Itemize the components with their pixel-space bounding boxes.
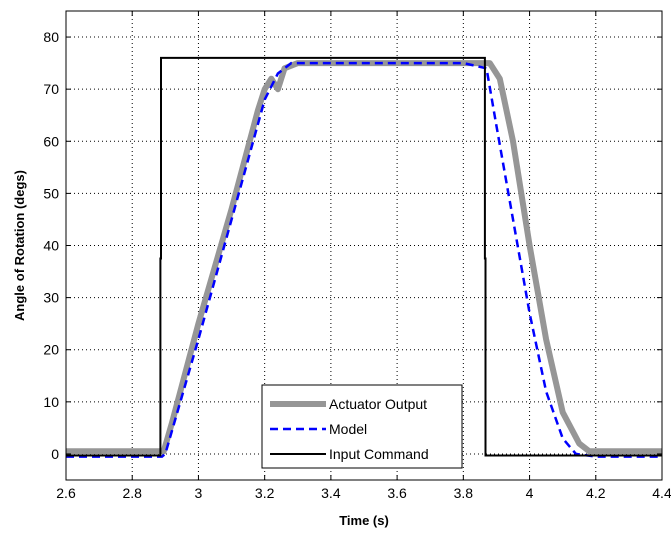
y-tick-label: 20 <box>43 342 59 358</box>
x-tick-label: 4.4 <box>652 485 671 501</box>
series-layer <box>66 56 662 458</box>
y-tick-label: 60 <box>43 133 59 149</box>
x-tick-label: 4.2 <box>586 485 606 501</box>
y-tick-label: 40 <box>43 238 59 254</box>
x-tick-label: 3.8 <box>454 485 474 501</box>
series-model <box>66 61 662 458</box>
legend-label-model: Model <box>329 421 367 437</box>
legend-label-input-command: Input Command <box>329 446 429 462</box>
y-tick-label: 70 <box>43 81 59 97</box>
y-axis-label: Angle of Rotation (degs) <box>12 170 27 321</box>
y-tick-label: 80 <box>43 29 59 45</box>
series-actuator-output <box>66 60 662 455</box>
series-input-command <box>66 56 662 457</box>
legend: Actuator Output Model Input Command <box>261 384 463 469</box>
y-tick-label: 30 <box>43 290 59 306</box>
x-tick-label: 2.6 <box>56 485 76 501</box>
y-tick-label: 0 <box>51 446 59 462</box>
x-tick-label: 3.6 <box>387 485 407 501</box>
y-tick-label: 10 <box>43 394 59 410</box>
x-tick-label: 3.2 <box>255 485 275 501</box>
y-tick-label: 50 <box>43 185 59 201</box>
x-tick-label: 2.8 <box>122 485 142 501</box>
x-tick-label: 3 <box>195 485 203 501</box>
x-tick-label: 4 <box>526 485 534 501</box>
ticks: 2.6 2.8 3 3.2 3.4 3.6 3.8 4 4.2 4.4 0 10 20 30 40 50 60 7… <box>43 11 671 501</box>
legend-label-actuator-output: Actuator Output <box>329 396 427 412</box>
x-tick-label: 3.4 <box>321 485 341 501</box>
x-axis-label: Time (s) <box>339 513 389 528</box>
